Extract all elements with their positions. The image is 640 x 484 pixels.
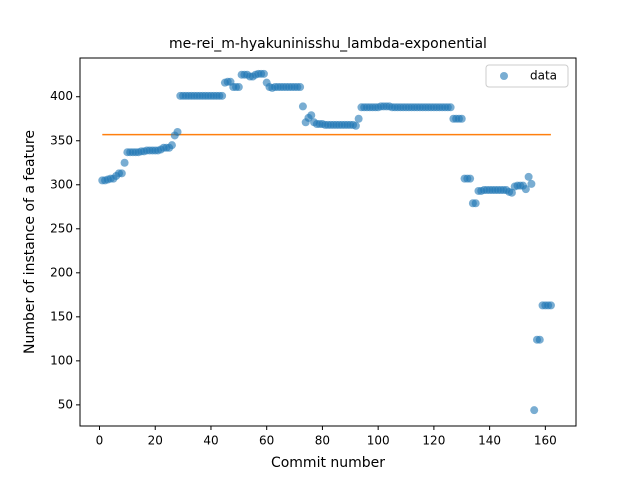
chart-title: me-rei_m-hyakuninisshu_lambda-exponentia… [169, 36, 487, 52]
data-point [521, 185, 530, 194]
x-tick-label: 160 [534, 434, 557, 448]
data-point [524, 172, 533, 181]
data-point [117, 169, 126, 178]
data-point [446, 103, 455, 112]
data-point [296, 83, 305, 92]
data-point [466, 174, 475, 183]
data-point [120, 158, 129, 167]
y-tick-label: 350 [50, 133, 73, 147]
data-point [259, 69, 268, 78]
data-point [507, 188, 516, 197]
x-tick-label: 120 [422, 434, 445, 448]
y-axis-label: Number of instance of a feature [22, 130, 38, 354]
legend-label: data [530, 69, 557, 83]
data-point [298, 102, 307, 111]
data-point [530, 406, 539, 415]
y-tick-label: 150 [50, 309, 73, 323]
legend-marker [500, 72, 508, 80]
y-tick-label: 200 [50, 265, 73, 279]
data-point [546, 301, 555, 310]
data-point [527, 179, 536, 188]
data-point [307, 111, 316, 120]
x-tick-label: 20 [148, 434, 163, 448]
y-tick-label: 400 [50, 89, 73, 103]
x-tick-label: 0 [96, 434, 104, 448]
data-point [354, 114, 363, 123]
y-tick-label: 300 [50, 177, 73, 191]
x-axis-label: Commit number [271, 455, 385, 471]
y-tick-label: 250 [50, 221, 73, 235]
data-point [535, 335, 544, 344]
data-point [167, 141, 176, 150]
x-tick-label: 80 [315, 434, 330, 448]
x-tick-label: 40 [203, 434, 218, 448]
x-tick-label: 100 [367, 434, 390, 448]
data-point [457, 114, 466, 123]
y-tick-label: 50 [58, 397, 73, 411]
data-point [218, 91, 227, 100]
x-tick-label: 140 [478, 434, 501, 448]
plot-frame [79, 57, 577, 427]
data-point [471, 199, 480, 208]
data-point [351, 121, 360, 130]
x-tick-label: 60 [259, 434, 274, 448]
legend-box [485, 64, 569, 88]
y-tick-label: 100 [50, 353, 73, 367]
data-point [173, 127, 182, 136]
data-point [234, 83, 243, 92]
